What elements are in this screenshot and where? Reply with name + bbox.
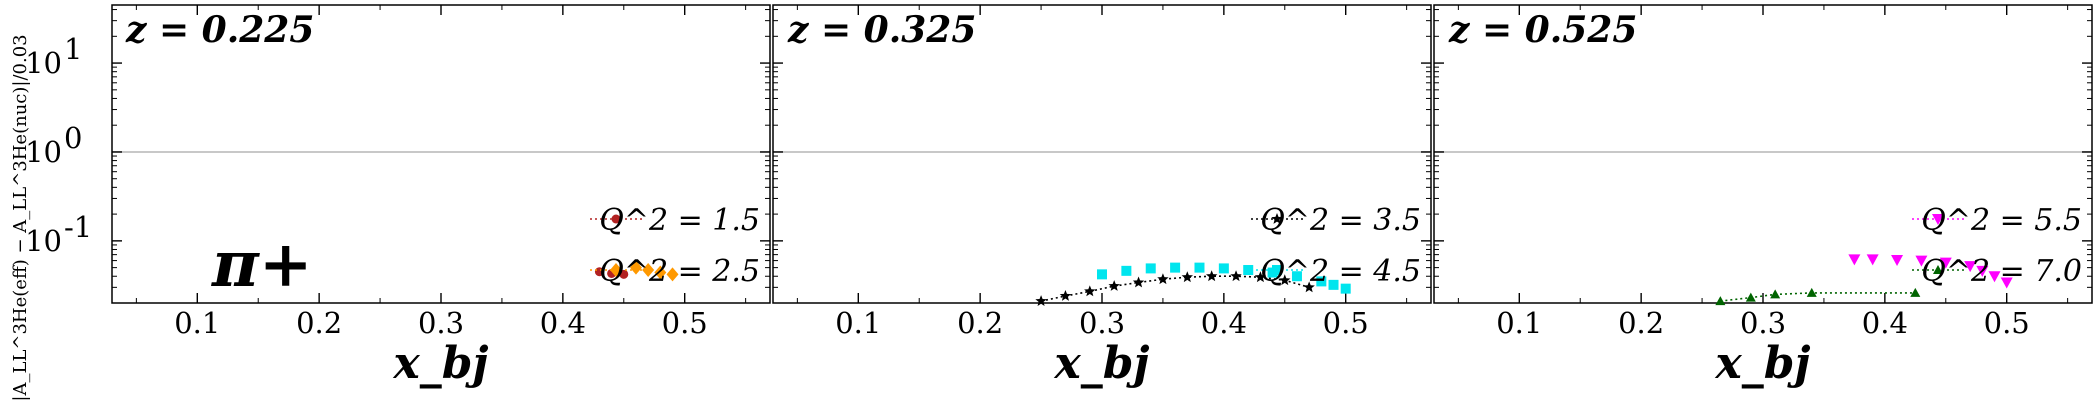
x-tick-label: 0.4 bbox=[540, 306, 586, 340]
data-point bbox=[1157, 273, 1169, 285]
y-tick-label-exponent: 0 bbox=[64, 121, 82, 155]
data-point bbox=[629, 260, 642, 275]
x-tick-label: 0.3 bbox=[1740, 306, 1786, 340]
data-point bbox=[1097, 269, 1107, 280]
data-point bbox=[1084, 285, 1096, 297]
x-axis-label: x_bj bbox=[1715, 338, 1811, 389]
y-axis-label: |A_LL^3He(eff) − A_LL^3He(nuc)|/0.03 bbox=[10, 34, 31, 400]
data-point bbox=[1715, 296, 1726, 306]
data-point bbox=[1316, 276, 1327, 287]
data-point bbox=[1328, 279, 1339, 290]
data-point bbox=[1145, 263, 1156, 274]
series-line bbox=[1040, 275, 1310, 302]
data-point bbox=[1291, 271, 1302, 282]
data-point bbox=[1915, 255, 1928, 267]
data-point bbox=[2000, 277, 2013, 289]
x-axis-label: x_bj bbox=[1054, 338, 1150, 389]
data-point bbox=[1770, 289, 1781, 299]
y-tick-label-exponent: -1 bbox=[64, 210, 92, 244]
y-tick-label-exponent: 1 bbox=[64, 32, 82, 66]
x-tick-label: 0.2 bbox=[1618, 306, 1664, 340]
x-tick-label: 0.1 bbox=[1496, 306, 1542, 340]
x-tick-label: 0.3 bbox=[418, 306, 464, 340]
data-point bbox=[666, 267, 679, 282]
panel-title: z = 0.325 bbox=[787, 9, 976, 51]
x-tick-label: 0.5 bbox=[1323, 306, 1369, 340]
legend-label: Q^2 = 7.0 bbox=[1921, 254, 2082, 289]
panel-title: z = 0.225 bbox=[125, 9, 314, 51]
data-point bbox=[1218, 263, 1229, 274]
legend-label: Q^2 = 4.5 bbox=[1260, 254, 1421, 289]
y-tick-label: 10 bbox=[25, 224, 62, 258]
x-tick-label: 0.5 bbox=[662, 306, 708, 340]
legend-label: Q^2 = 1.5 bbox=[599, 203, 760, 238]
data-point bbox=[1194, 262, 1205, 273]
panel-3: z = 0.525 x_bj 0.1 0.2 0.3 0.4 0.5 Q^2 = 5.5 Q… bbox=[1433, 4, 2093, 389]
data-point bbox=[1910, 287, 1921, 297]
y-tick-label: 10 bbox=[25, 135, 62, 169]
x-tick-label: 0.2 bbox=[296, 306, 342, 340]
x-tick-label: 0.2 bbox=[957, 306, 1003, 340]
data-point bbox=[1254, 271, 1267, 283]
data-point bbox=[1181, 271, 1194, 283]
data-point bbox=[1976, 265, 1989, 277]
data-point bbox=[1279, 274, 1291, 286]
data-point bbox=[1132, 276, 1145, 288]
x-tick-label: 0.1 bbox=[835, 306, 881, 340]
y-tick-label: 10 bbox=[25, 46, 62, 80]
data-point bbox=[1059, 289, 1072, 301]
data-point bbox=[1108, 280, 1120, 291]
data-point bbox=[1170, 262, 1181, 273]
legend-marker bbox=[611, 214, 621, 224]
data-point bbox=[1745, 292, 1756, 302]
legend-marker bbox=[1272, 265, 1282, 275]
data-point bbox=[1205, 270, 1218, 282]
legend-label: Q^2 = 3.5 bbox=[1260, 203, 1421, 238]
legend-label: Q^2 = 5.5 bbox=[1921, 203, 2082, 238]
data-point bbox=[619, 269, 629, 279]
legend-marker bbox=[610, 263, 622, 277]
x-tick-label: 0.3 bbox=[1079, 306, 1125, 340]
legend-label: Q^2 = 2.5 bbox=[599, 254, 760, 289]
data-point bbox=[1303, 281, 1315, 293]
data-point bbox=[1891, 254, 1904, 266]
data-point bbox=[1939, 257, 1952, 269]
data-point bbox=[1964, 261, 1977, 273]
x-axis-label: x_bj bbox=[393, 338, 489, 389]
data-point bbox=[654, 265, 667, 280]
data-point bbox=[1243, 265, 1254, 276]
data-point bbox=[1848, 254, 1861, 266]
legend-marker bbox=[1932, 214, 1944, 225]
panel-title: z = 0.525 bbox=[1448, 9, 1637, 51]
legend-marker bbox=[1933, 265, 1943, 274]
data-point bbox=[1340, 283, 1351, 294]
data-point bbox=[1230, 270, 1242, 282]
x-tick-label: 0.4 bbox=[1201, 306, 1247, 340]
x-tick-label: 0.4 bbox=[1862, 306, 1908, 340]
data-point bbox=[1866, 254, 1879, 266]
panel-2: z = 0.325 x_bj 0.1 0.2 0.3 0.4 0.5 Q^2 = 3.5 Q… bbox=[772, 4, 1432, 389]
data-point bbox=[1121, 265, 1132, 276]
data-point bbox=[642, 263, 655, 278]
data-point bbox=[1035, 295, 1047, 306]
pion-annotation: π+ bbox=[211, 227, 312, 302]
x-tick-label: 0.1 bbox=[174, 306, 220, 340]
legend-marker bbox=[1271, 213, 1283, 224]
data-point bbox=[1988, 271, 2001, 283]
x-tick-label: 0.5 bbox=[1984, 306, 2030, 340]
data-point bbox=[1806, 287, 1817, 297]
